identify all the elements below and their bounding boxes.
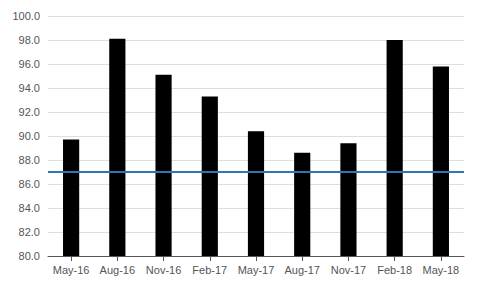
svg-text:88.0: 88.0 bbox=[19, 154, 40, 166]
svg-text:92.0: 92.0 bbox=[19, 106, 40, 118]
svg-text:80.0: 80.0 bbox=[19, 250, 40, 262]
svg-text:Nov-16: Nov-16 bbox=[146, 264, 181, 276]
svg-text:84.0: 84.0 bbox=[19, 202, 40, 214]
svg-text:98.0: 98.0 bbox=[19, 34, 40, 46]
svg-text:Feb-18: Feb-18 bbox=[377, 264, 412, 276]
svg-text:94.0: 94.0 bbox=[19, 82, 40, 94]
svg-text:96.0: 96.0 bbox=[19, 58, 40, 70]
svg-text:82.0: 82.0 bbox=[19, 226, 40, 238]
svg-text:86.0: 86.0 bbox=[19, 178, 40, 190]
svg-text:Feb-17: Feb-17 bbox=[192, 264, 227, 276]
svg-text:Nov-17: Nov-17 bbox=[331, 264, 366, 276]
svg-text:90.0: 90.0 bbox=[19, 130, 40, 142]
svg-text:May-17: May-17 bbox=[238, 264, 275, 276]
svg-text:Aug-17: Aug-17 bbox=[284, 264, 319, 276]
svg-text:Aug-16: Aug-16 bbox=[100, 264, 135, 276]
svg-text:May-16: May-16 bbox=[53, 264, 90, 276]
svg-text:May-18: May-18 bbox=[423, 264, 460, 276]
svg-text:100.0: 100.0 bbox=[12, 10, 40, 22]
